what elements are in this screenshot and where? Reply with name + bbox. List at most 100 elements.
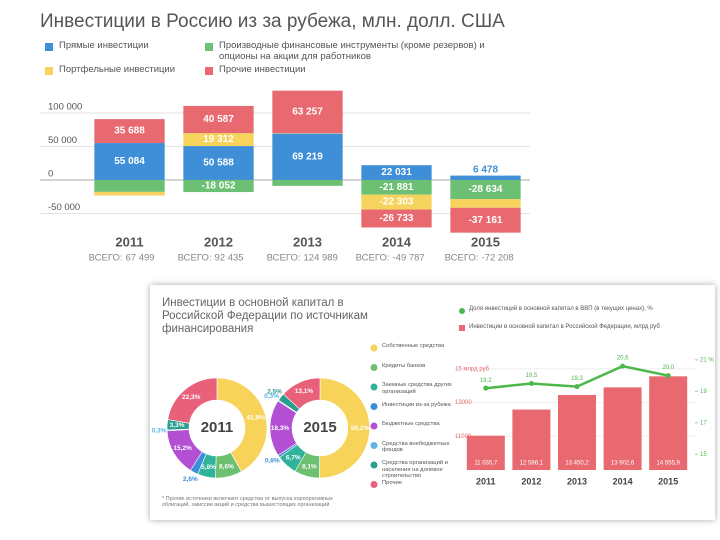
value-label: 19,5 — [526, 373, 538, 379]
donut-center-label: 2011 — [201, 419, 234, 436]
bar-segment — [450, 179, 521, 200]
donut-slice — [282, 377, 321, 410]
bar — [603, 387, 642, 470]
legend-swatch — [370, 481, 378, 488]
y-tick-label: 11000 — [455, 434, 472, 440]
value-label: 35 688 — [114, 126, 145, 137]
donut-slice — [216, 377, 268, 473]
value-label: 41,9% — [246, 415, 265, 422]
value-label: 0,8% — [265, 458, 280, 465]
value-label: -26 733 — [380, 213, 414, 224]
bar-segment — [450, 175, 521, 180]
legend-label: Бюджетные средства — [382, 421, 440, 427]
value-label: -28 634 — [469, 184, 503, 195]
bar-segment — [94, 143, 165, 180]
value-label: 0,3% — [152, 427, 167, 434]
bar-segment — [183, 146, 254, 180]
value-label: 11 035,7 — [474, 461, 498, 467]
y-tick-label: 0 — [48, 168, 53, 179]
value-label: -18 052 — [202, 181, 236, 192]
value-label: 69 219 — [292, 151, 323, 162]
line-point — [528, 380, 534, 386]
total-prefix: ВСЕГО: — [89, 253, 123, 264]
legend-label: Средства внебюджетных фондов — [382, 440, 450, 454]
value-label: 19 312 — [203, 134, 234, 145]
line-point — [483, 385, 489, 391]
x-tick-label: 2012 — [521, 476, 541, 486]
value-label: 6 478 — [473, 164, 498, 175]
bar-segment — [272, 90, 343, 134]
value-label: 8,1% — [302, 463, 317, 470]
value-label: 13 902,6 — [611, 461, 635, 467]
x-tick-label: 2011 — [115, 234, 143, 249]
legend-swatch — [370, 442, 378, 449]
value-label: 13 450,2 — [565, 461, 589, 467]
value-label: -17 832 — [113, 193, 147, 204]
bar-segment — [272, 133, 343, 180]
bar-segment — [183, 133, 254, 147]
y2-tick-label: 21 % — [700, 357, 714, 363]
total-prefix: ВСЕГО: — [267, 253, 301, 264]
value-label: -5 440 — [115, 196, 144, 207]
value-label: 22 031 — [381, 167, 412, 178]
legend-swatch — [205, 43, 213, 51]
bar — [649, 376, 688, 470]
value-label: -8 834 — [293, 187, 322, 198]
x-tick-label: 2015 — [471, 234, 500, 249]
legend-label: Производные финансовые инструменты (кром… — [219, 40, 485, 62]
value-label: 14 555,9 — [657, 461, 681, 467]
legend-label: Инвестиции из-за рубежа — [382, 401, 451, 408]
legend-swatch — [370, 344, 378, 352]
value-label: 40 587 — [203, 114, 234, 125]
value-label: 15,2% — [173, 445, 192, 452]
value-label: -37 161 — [469, 215, 503, 226]
value-label: 2,5% — [267, 389, 282, 396]
note: * Прочие источники включают средства от … — [162, 496, 333, 509]
total-label: 124 989 — [304, 253, 338, 264]
donut-slice — [167, 377, 218, 424]
y-tick-label: -50 000 — [48, 202, 80, 213]
legend-label: Заемные средства других организаций — [382, 382, 452, 395]
line-point — [574, 384, 580, 390]
y2-tick-label: 19 — [700, 389, 707, 395]
y2-tick-label: 15 — [700, 452, 707, 458]
x-tick-label: 2013 — [293, 234, 322, 249]
total-label: -72 208 — [482, 253, 514, 264]
total-label: 67 499 — [126, 253, 155, 264]
legend-swatch — [459, 308, 465, 314]
bar-segment — [361, 209, 432, 228]
total-label: -49 787 — [393, 253, 425, 264]
value-label: 63 257 — [292, 107, 323, 118]
value-label: 19,3 — [571, 376, 583, 382]
bar-segment — [450, 199, 521, 208]
bar — [466, 435, 505, 470]
bar-segment — [450, 207, 521, 233]
y-tick-label: 50 000 — [48, 135, 77, 146]
legend-swatch — [370, 364, 378, 371]
value-label: 50 588 — [203, 158, 234, 169]
y-tick-label: 100 000 — [48, 101, 82, 112]
legend-label: Инвестиции в основной капитал в Российск… — [469, 324, 660, 330]
donut-slice — [319, 377, 370, 479]
legend-label: Кредиты банков — [382, 362, 426, 369]
total-prefix: ВСЕГО: — [178, 253, 212, 264]
bar-segment — [272, 133, 343, 134]
value-label: 19,2 — [480, 378, 492, 384]
value-label: 22,3% — [182, 394, 201, 401]
value-label: 6,7% — [286, 454, 301, 461]
value-label: 2,6% — [183, 476, 198, 483]
value-label: 50,2% — [351, 425, 370, 432]
value-label: 8,6% — [219, 464, 234, 471]
total-label: 92 435 — [215, 253, 244, 264]
legend-label: Доля инвестиций в основной капитал в ВВП… — [469, 306, 653, 312]
line-point — [620, 363, 626, 369]
legend-label: Средства организаций и населения на доле… — [382, 460, 448, 480]
legend-swatch — [370, 383, 378, 391]
value-label: 0,3% — [264, 393, 279, 400]
bar — [512, 409, 551, 470]
legend-label: Портфельные инвестиции — [59, 64, 176, 75]
bar — [558, 394, 596, 470]
legend-swatch — [459, 325, 465, 331]
bar-segment — [183, 179, 254, 193]
bar-segment — [94, 179, 165, 192]
